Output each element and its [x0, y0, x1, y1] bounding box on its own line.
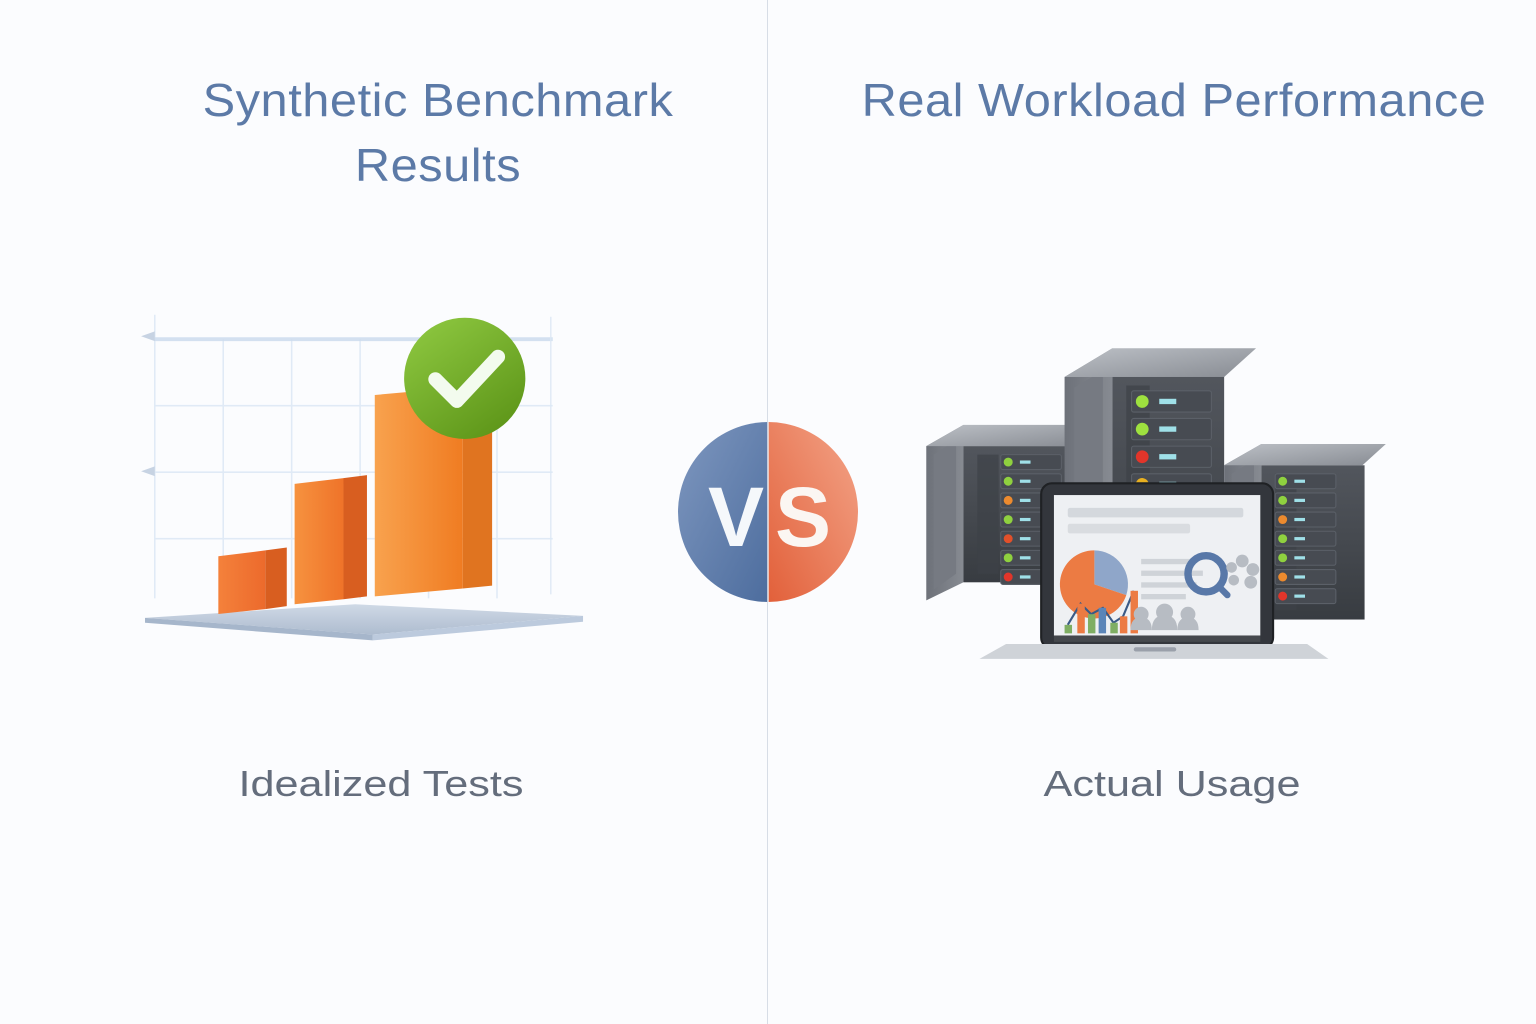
svg-text:V: V	[708, 470, 764, 564]
svg-text:S: S	[775, 470, 831, 564]
